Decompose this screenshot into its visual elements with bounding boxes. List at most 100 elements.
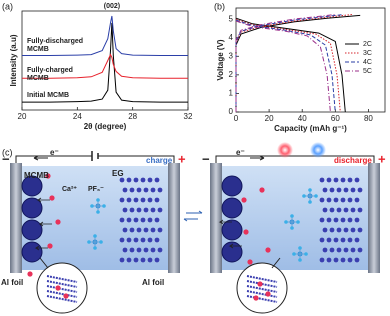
graphite-atom <box>350 227 356 233</box>
graphite-atom <box>147 197 153 203</box>
graphite-atom <box>336 187 342 193</box>
x-tick-label: 60 <box>331 114 340 123</box>
graphite-atom <box>157 207 163 213</box>
x-tick-label: 20 <box>18 112 27 121</box>
graphite-layer <box>46 285 78 293</box>
graphite-atom <box>319 177 325 183</box>
graphite-layer <box>46 280 78 288</box>
cation <box>257 281 263 287</box>
ion-arrow <box>228 243 242 249</box>
graphite-atom <box>322 187 328 193</box>
graphite-atom <box>154 197 160 203</box>
x-tick-label: 20 <box>265 114 274 123</box>
cation <box>55 285 61 291</box>
graphite-atom <box>326 237 332 243</box>
graphite-atom <box>336 207 342 213</box>
graphite-sphere <box>221 241 243 263</box>
graphite-atom <box>157 227 163 233</box>
legend-label: 3C <box>363 50 372 57</box>
graphite-atom <box>329 247 335 253</box>
graphite-atom <box>329 227 335 233</box>
graphite-atom <box>126 177 132 183</box>
anion-atom <box>298 246 302 250</box>
x-tick-label: 40 <box>298 114 307 123</box>
graphite-atom <box>119 237 125 243</box>
y-tick-label: 2 <box>229 70 234 79</box>
anion-atom <box>284 220 288 224</box>
graphite-atom <box>347 237 353 243</box>
graphite-sphere <box>221 197 243 219</box>
graphite-atom <box>319 197 325 203</box>
graphite-atom <box>336 247 342 253</box>
data-line <box>235 14 336 113</box>
graphite-atom <box>340 177 346 183</box>
graphite-layer <box>46 295 78 303</box>
data-line <box>235 14 344 113</box>
graphite-atom <box>140 257 146 263</box>
graphite-atom <box>140 197 146 203</box>
cation <box>243 229 249 235</box>
graphite-atom <box>347 217 353 223</box>
graphite-atom <box>154 177 160 183</box>
foil-label: Al foil <box>142 278 164 287</box>
graphite-atom <box>357 207 363 213</box>
graphite-atom <box>354 237 360 243</box>
graphite-atom <box>354 197 360 203</box>
series-label: Fully-charged MCMB <box>27 67 73 82</box>
graphite-atom <box>136 187 142 193</box>
anion-atom <box>296 220 300 224</box>
graphite-atom <box>326 217 332 223</box>
graphite-atom <box>340 237 346 243</box>
graphite-atom <box>336 227 342 233</box>
graphite-layer <box>246 295 278 303</box>
graphite-atom <box>154 257 160 263</box>
y-axis-label: Voltage (V) <box>216 39 225 81</box>
state: discharge <box>334 156 372 165</box>
graphite-sphere <box>21 175 43 197</box>
anion-atom <box>93 246 97 250</box>
graphite-atom <box>126 257 132 263</box>
graphite-layer <box>246 285 278 293</box>
anion-atom <box>304 252 308 256</box>
graphite-layer <box>46 290 78 298</box>
anode-label: MCMB <box>24 171 49 180</box>
x-tick-label: 32 <box>184 112 193 121</box>
graphite-atom <box>154 237 160 243</box>
graphite-atom <box>119 217 125 223</box>
y-tick-label: 5 <box>229 14 234 23</box>
state: charge <box>146 156 173 165</box>
graphite-atom <box>126 237 132 243</box>
graphite-atom <box>329 187 335 193</box>
anion-atom <box>314 194 318 198</box>
graphite-atom <box>157 187 163 193</box>
anion-atom <box>90 204 94 208</box>
panel-label: (b) <box>214 1 225 11</box>
graphite-atom <box>140 177 146 183</box>
graphite-atom <box>150 227 156 233</box>
cation <box>241 197 247 203</box>
x-tick-label: 80 <box>364 114 373 123</box>
graphite-atom <box>350 247 356 253</box>
anion-atom <box>96 210 100 214</box>
graphite-atom <box>333 257 339 263</box>
circuit <box>15 151 375 222</box>
graphite-atom <box>136 227 142 233</box>
graphite-atom <box>333 217 339 223</box>
ion-arrow <box>218 219 232 225</box>
anion-atom <box>96 198 100 202</box>
plot-frame <box>21 10 189 111</box>
graphite-atom <box>133 217 139 223</box>
x-tick-label: 28 <box>128 112 137 121</box>
graphite-atom <box>319 257 325 263</box>
graphite-atom <box>319 237 325 243</box>
light-bulb <box>277 142 293 158</box>
graphite-atom <box>354 217 360 223</box>
anion-atom <box>290 214 294 218</box>
x-tick-label: 24 <box>73 112 82 121</box>
graphite-atom <box>333 197 339 203</box>
cation <box>45 173 51 179</box>
x-axis-label: Capacity (mAh g⁻¹) <box>274 124 347 133</box>
graphite-atom <box>122 207 128 213</box>
anion-atom <box>308 200 312 204</box>
